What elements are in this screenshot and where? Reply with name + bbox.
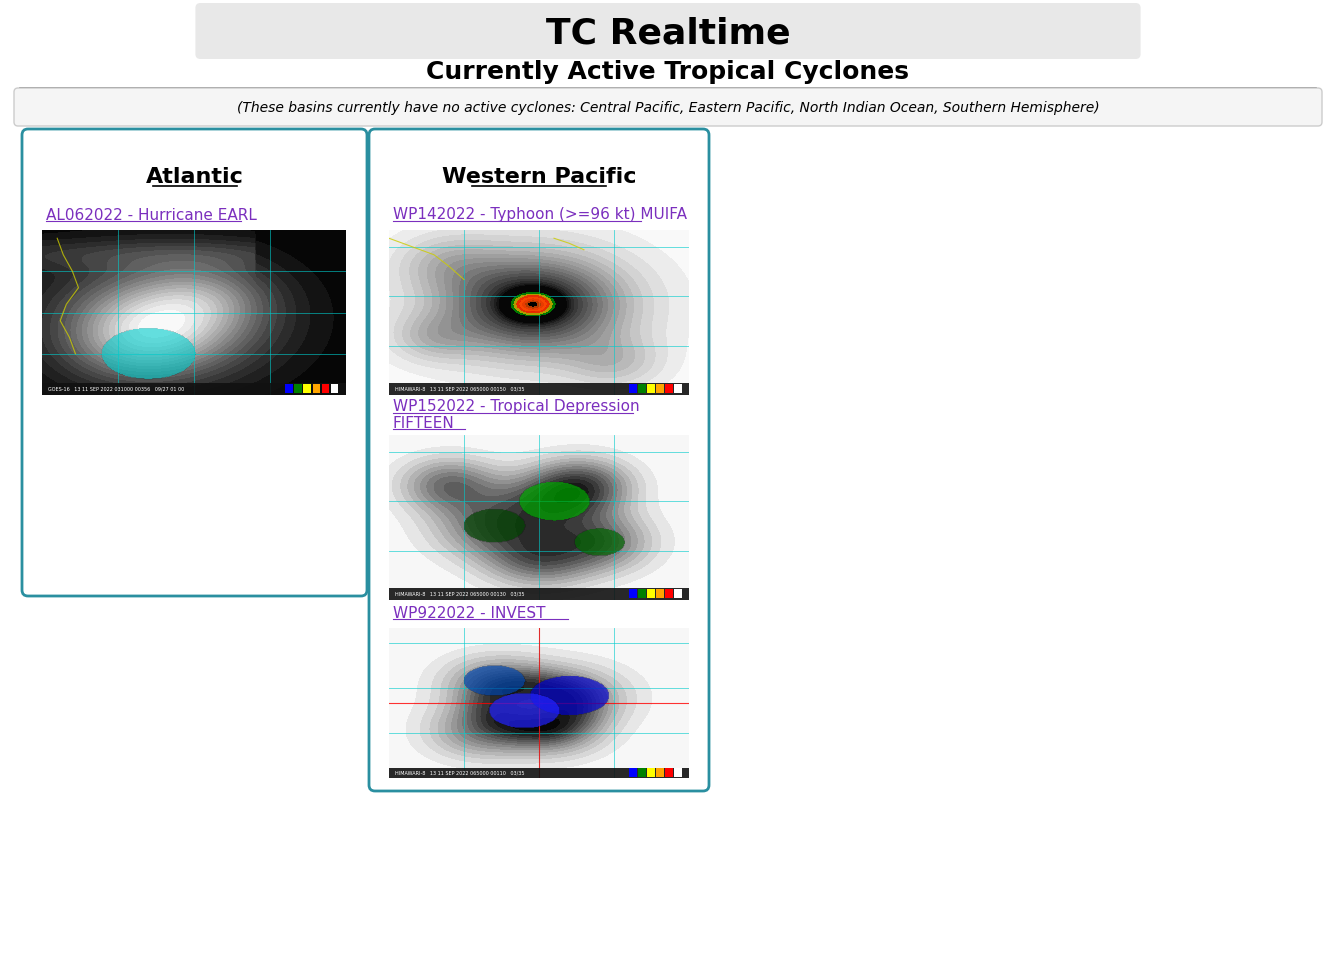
Bar bbox=[665, 589, 672, 598]
Bar bbox=[647, 385, 655, 393]
Text: HIMAWARI-8   13 11 SEP 2022 065000 00110   03/35: HIMAWARI-8 13 11 SEP 2022 065000 00110 0… bbox=[395, 770, 525, 775]
Text: HIMAWARI-8   13 11 SEP 2022 065000 00130   03/35: HIMAWARI-8 13 11 SEP 2022 065000 00130 0… bbox=[395, 592, 525, 596]
Bar bbox=[665, 385, 672, 393]
FancyBboxPatch shape bbox=[195, 3, 1141, 59]
Text: FIFTEEN: FIFTEEN bbox=[393, 415, 454, 431]
Bar bbox=[665, 768, 672, 777]
Text: Currently Active Tropical Cyclones: Currently Active Tropical Cyclones bbox=[426, 60, 910, 84]
Bar bbox=[673, 385, 681, 393]
Bar bbox=[41, 384, 346, 395]
Bar bbox=[389, 435, 689, 600]
Bar bbox=[322, 385, 329, 393]
Bar bbox=[656, 385, 664, 393]
Text: Atlantic: Atlantic bbox=[146, 167, 243, 187]
Text: (These basins currently have no active cyclones: Central Pacific, Eastern Pacifi: (These basins currently have no active c… bbox=[236, 101, 1100, 115]
Text: AL062022 - Hurricane EARL: AL062022 - Hurricane EARL bbox=[45, 207, 257, 222]
Bar bbox=[41, 230, 346, 395]
Text: HIMAWARI-8   13 11 SEP 2022 065000 00150   03/35: HIMAWARI-8 13 11 SEP 2022 065000 00150 0… bbox=[395, 386, 525, 391]
FancyBboxPatch shape bbox=[21, 129, 367, 596]
Bar bbox=[673, 768, 681, 777]
Text: GOES-16   13 11 SEP 2022 031000 00356   09/27 01 00: GOES-16 13 11 SEP 2022 031000 00356 09/2… bbox=[48, 386, 184, 391]
Bar bbox=[331, 385, 338, 393]
Bar bbox=[389, 384, 689, 395]
Text: TC Realtime: TC Realtime bbox=[545, 16, 791, 50]
Bar bbox=[303, 385, 311, 393]
Bar bbox=[656, 768, 664, 777]
Bar bbox=[647, 589, 655, 598]
Bar bbox=[639, 768, 645, 777]
Bar bbox=[647, 768, 655, 777]
Bar bbox=[389, 767, 689, 778]
Bar bbox=[629, 589, 636, 598]
FancyBboxPatch shape bbox=[13, 88, 1323, 126]
Bar bbox=[313, 385, 321, 393]
Bar bbox=[389, 628, 689, 778]
Bar bbox=[639, 385, 645, 393]
Bar bbox=[673, 589, 681, 598]
Bar bbox=[656, 589, 664, 598]
Text: WP152022 - Tropical Depression: WP152022 - Tropical Depression bbox=[393, 400, 640, 414]
Bar bbox=[389, 230, 689, 395]
Bar bbox=[285, 385, 293, 393]
Text: WP142022 - Typhoon (>=96 kt) MUIFA: WP142022 - Typhoon (>=96 kt) MUIFA bbox=[393, 207, 687, 222]
Bar bbox=[629, 385, 636, 393]
Text: WP922022 - INVEST: WP922022 - INVEST bbox=[393, 605, 545, 620]
Bar bbox=[639, 589, 645, 598]
FancyBboxPatch shape bbox=[369, 129, 709, 791]
Text: Western Pacific: Western Pacific bbox=[442, 167, 636, 187]
Bar bbox=[629, 768, 636, 777]
Bar bbox=[389, 589, 689, 600]
Bar bbox=[294, 385, 302, 393]
